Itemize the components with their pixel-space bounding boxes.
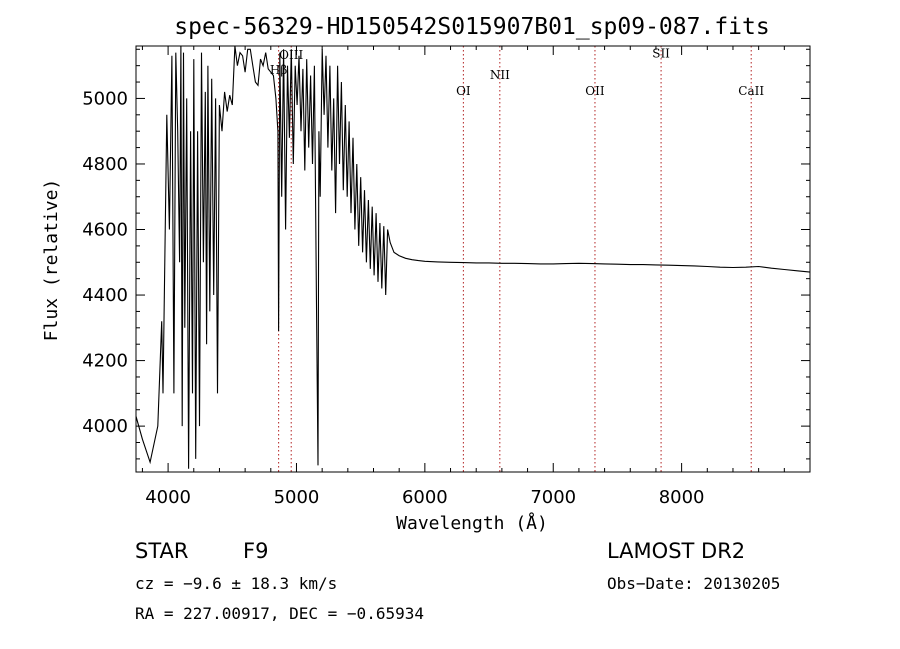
x-tick-label: 7000 [530, 487, 576, 508]
sky-coordinates: RA = 227.00917, DEC = −0.65934 [135, 604, 424, 623]
axis-ticks: 4000 5000 6000 7000 8000 4000 4200 4400 4600 4800… [82, 46, 810, 508]
y-tick-label: 4400 [82, 285, 128, 306]
spectral-line-label: SII [652, 46, 670, 60]
y-tick-label: 4000 [82, 416, 128, 437]
survey-name: LAMOST DR2 [607, 539, 746, 563]
y-tick-label: 4600 [82, 220, 128, 241]
spectral-line-label: OII [585, 84, 605, 98]
x-tick-label: 5000 [274, 487, 320, 508]
observation-date: Obs−Date: 20130205 [607, 574, 781, 593]
y-axis-label: Flux (relative) [41, 179, 62, 342]
y-tick-label: 4200 [82, 351, 128, 372]
redshift-velocity: cz = −9.6 ± 18.3 km/s [135, 574, 338, 593]
x-tick-label: 4000 [145, 487, 191, 508]
spectral-line-label: CaII [738, 84, 764, 98]
object-type: STAR [135, 539, 189, 563]
spectrum-series [135, 45, 811, 469]
x-axis-label: Wavelength (Å) [396, 512, 548, 534]
spectral-line-label: OI [456, 84, 471, 98]
y-tick-label: 5000 [82, 88, 128, 109]
plot-frame [135, 45, 811, 473]
flux-spectrum-line [135, 45, 811, 469]
spectral-line-label: NII [490, 68, 510, 82]
x-tick-label: 6000 [402, 487, 448, 508]
x-tick-label: 8000 [659, 487, 705, 508]
y-tick-label: 4800 [82, 154, 128, 175]
object-subclass: F9 [243, 539, 269, 563]
chart-title: spec-56329-HD150542S015907B01_sp09-087.f… [174, 14, 769, 40]
